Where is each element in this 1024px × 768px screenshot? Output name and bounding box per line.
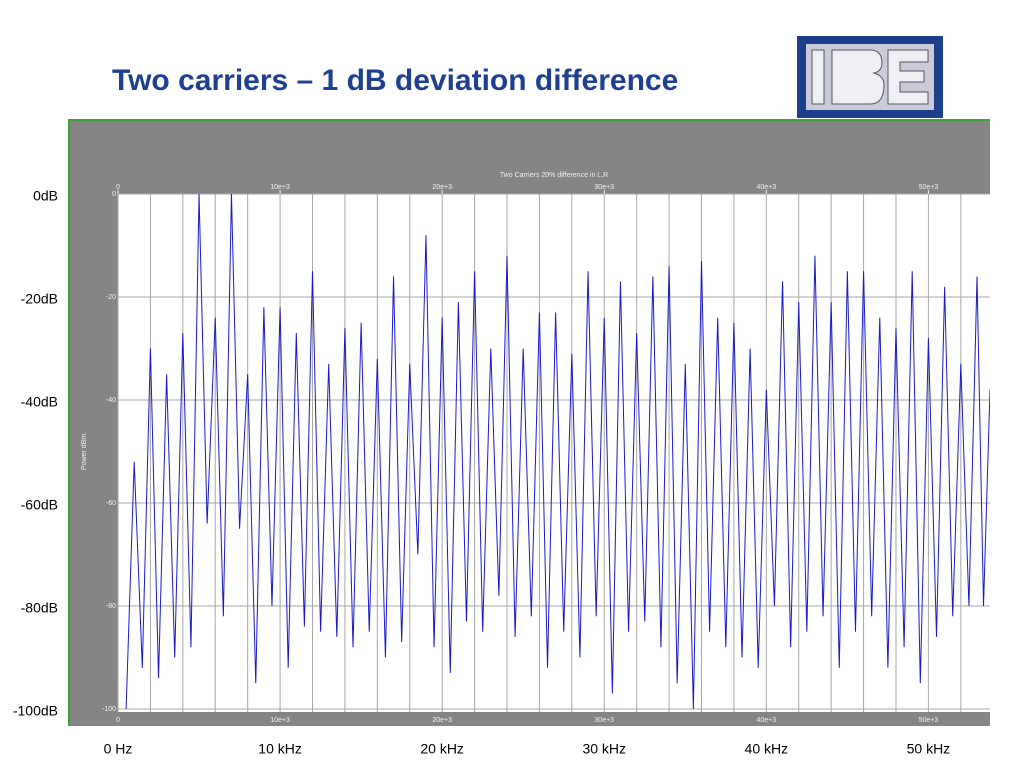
- plot-area: [118, 194, 990, 712]
- outer-y-label: 0dB: [33, 188, 58, 204]
- outer-x-label: 10 kHz: [258, 741, 302, 757]
- outer-x-label: 20 kHz: [420, 741, 464, 757]
- x-tick-label: 10e+3: [270, 717, 290, 724]
- y-tick-label: 0: [112, 191, 116, 198]
- logo: [797, 36, 943, 118]
- y-tick-label: -40: [106, 397, 116, 404]
- x-tick-label: 20e+3: [432, 717, 452, 724]
- x-tick-label: 50e+3: [919, 184, 939, 191]
- outer-x-label: 50 kHz: [907, 741, 951, 757]
- spectrum-line: [125, 194, 990, 710]
- y-axis-label: Power dBm: [81, 434, 88, 470]
- x-tick-label: 20e+3: [432, 184, 452, 191]
- x-tick-label: 0: [116, 184, 120, 191]
- outer-y-label: -40dB: [21, 394, 58, 410]
- outer-y-label: -100dB: [13, 703, 58, 719]
- inner-title: Two Carriers 20% difference in L,R: [500, 172, 608, 179]
- x-tick-label: 50e+3: [919, 717, 939, 724]
- x-tick-label: 30e+3: [594, 184, 614, 191]
- outer-y-label: -60dB: [21, 497, 58, 513]
- slide-title: Two carriers – 1 dB deviation difference: [112, 64, 678, 97]
- x-tick-label: 0: [116, 717, 120, 724]
- outer-x-label: 0 Hz: [104, 741, 133, 757]
- y-tick-label: -60: [106, 500, 116, 507]
- x-tick-label: 30e+3: [594, 717, 614, 724]
- outer-y-label: -80dB: [21, 600, 58, 616]
- y-tick-label: -20: [106, 294, 116, 301]
- y-tick-label: -80: [106, 603, 116, 610]
- outer-x-label: 30 kHz: [582, 741, 626, 757]
- outer-y-label: -20dB: [21, 291, 58, 307]
- x-tick-label: 10e+3: [270, 184, 290, 191]
- outer-x-label: 40 kHz: [745, 741, 789, 757]
- x-tick-label: 40e+3: [756, 184, 776, 191]
- x-tick-label: 40e+3: [756, 717, 776, 724]
- y-tick-label: -100: [102, 706, 116, 713]
